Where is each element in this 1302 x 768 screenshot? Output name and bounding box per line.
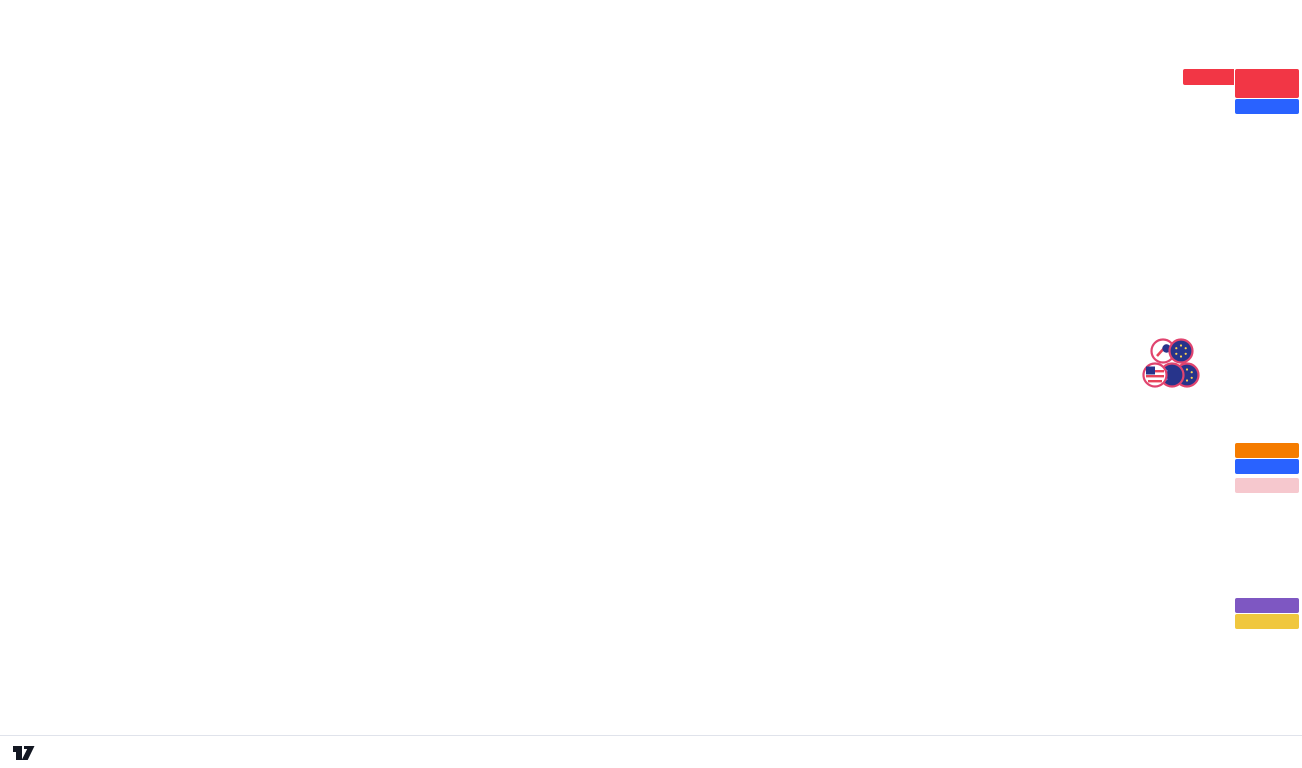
flag-coin-row-1	[1150, 338, 1194, 364]
tradingview-logo-icon[interactable]	[13, 743, 35, 763]
footer-bar	[0, 735, 1302, 768]
flag-coin-row-2	[1142, 362, 1200, 388]
last-price-badge	[1235, 69, 1299, 98]
rsi-badge	[1235, 598, 1299, 613]
macd-signal-badge	[1235, 443, 1299, 458]
last-price-value	[1235, 69, 1299, 85]
rsi-ma-badge	[1235, 614, 1299, 629]
macd-line-badge	[1235, 459, 1299, 474]
time-axis[interactable]	[0, 702, 1233, 735]
currency-flags-icon	[1140, 336, 1206, 395]
eur-usd-flag-coins-icon	[1142, 338, 1200, 388]
last-price-symbol-badge	[1183, 69, 1234, 85]
level-line-badge	[1235, 99, 1299, 114]
last-price-countdown	[1235, 85, 1299, 98]
macd-hist-badge	[1235, 478, 1299, 493]
